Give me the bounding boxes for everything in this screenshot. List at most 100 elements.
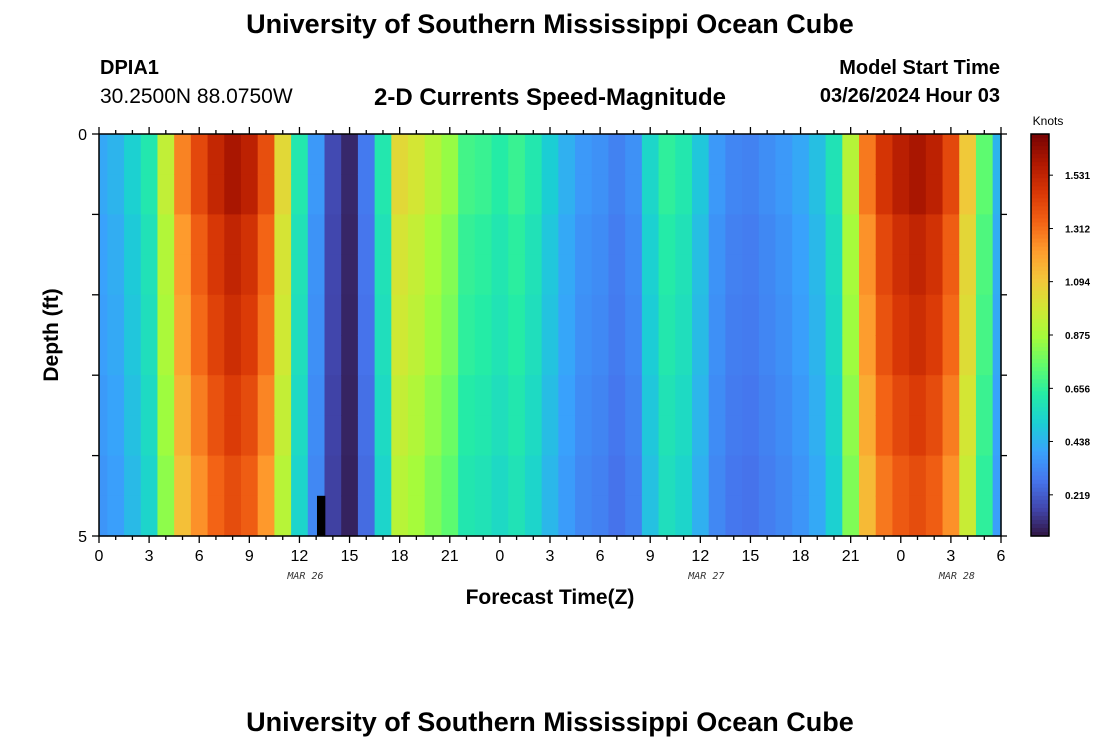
heatmap-cell xyxy=(742,495,760,537)
heatmap-cell xyxy=(140,214,159,256)
heatmap-cell xyxy=(491,495,509,537)
heatmap-cell xyxy=(174,214,192,256)
colorbar-segment xyxy=(1031,282,1049,288)
heatmap-cell xyxy=(174,495,192,537)
heatmap-cell xyxy=(925,254,944,296)
x-tick-label: 15 xyxy=(742,548,760,565)
heatmap-cell xyxy=(107,375,125,416)
heatmap-cell xyxy=(474,495,493,537)
heatmap-cell xyxy=(474,134,493,175)
heatmap-cell xyxy=(174,254,192,296)
colorbar-segment xyxy=(1031,190,1049,195)
heatmap-cell xyxy=(257,335,275,376)
heatmap-cell xyxy=(925,375,944,416)
heatmap-cell xyxy=(992,134,1002,175)
heatmap-cell xyxy=(408,455,426,497)
heatmap-cell xyxy=(441,375,459,416)
heatmap-cell xyxy=(675,415,693,457)
heatmap-cell xyxy=(99,455,108,497)
heatmap-cell xyxy=(524,254,543,296)
heatmap-cell xyxy=(374,415,392,457)
heatmap-cell xyxy=(524,134,543,175)
heatmap-cell xyxy=(474,294,493,336)
heatmap-cell xyxy=(357,174,376,215)
heatmap-cell xyxy=(474,375,493,416)
heatmap-cell xyxy=(859,375,877,416)
model-start-label: Model Start Time xyxy=(839,57,1000,79)
heatmap-cell xyxy=(341,134,359,175)
y-axis-label: Depth (ft) xyxy=(40,288,63,381)
heatmap-cell xyxy=(307,174,326,215)
colorbar-segment xyxy=(1031,339,1049,344)
heatmap-cell xyxy=(992,335,1002,376)
colorbar-segment xyxy=(1031,138,1049,143)
heatmap-cell xyxy=(608,254,626,296)
heatmap-cell xyxy=(892,495,910,537)
heatmap-cell xyxy=(725,415,743,457)
colorbar-segment xyxy=(1031,326,1049,332)
heatmap-cell xyxy=(691,134,710,175)
heatmap-cell xyxy=(792,335,810,376)
heatmap-cell xyxy=(842,455,860,497)
heatmap-cell xyxy=(224,495,242,537)
colorbar-tick-label: 0.438 xyxy=(1065,437,1090,448)
heatmap-cell xyxy=(207,415,225,457)
heatmap-cell xyxy=(591,415,610,457)
heatmap-cell xyxy=(207,214,225,256)
heatmap-cell xyxy=(124,134,142,175)
heatmap-cell xyxy=(708,455,726,497)
heatmap-cell xyxy=(474,254,493,296)
heatmap-cell xyxy=(441,335,459,376)
heatmap-cell xyxy=(859,134,877,175)
heatmap-cell xyxy=(458,174,476,215)
heatmap-cell xyxy=(424,254,443,296)
heatmap-cell xyxy=(274,214,292,256)
x-tick-label: 6 xyxy=(195,548,204,565)
x-tick-label: 12 xyxy=(291,548,309,565)
colorbar-tick-label: 0.219 xyxy=(1065,491,1090,502)
heatmap-cell xyxy=(608,375,626,416)
heatmap-cell xyxy=(474,455,493,497)
heatmap-cell xyxy=(307,214,326,256)
heatmap-cell xyxy=(975,294,994,336)
heatmap-cell xyxy=(424,294,443,336)
heatmap-cell xyxy=(708,214,726,256)
heatmap-cell xyxy=(742,375,760,416)
y-tick-label: 5 xyxy=(78,529,87,546)
heatmap-cell xyxy=(825,294,843,336)
heatmap-cell xyxy=(240,174,259,215)
heatmap-cell xyxy=(942,335,960,376)
heatmap-cell xyxy=(992,495,1002,537)
heatmap-cell xyxy=(959,254,977,296)
heatmap-cell xyxy=(324,214,342,256)
heatmap-cell xyxy=(307,415,326,457)
colorbar-segment xyxy=(1031,427,1049,433)
colorbar-segment xyxy=(1031,523,1049,529)
heatmap-cell xyxy=(792,495,810,537)
heatmap-cell xyxy=(691,254,710,296)
heatmap-cell xyxy=(374,174,392,215)
heatmap-cell xyxy=(575,294,593,336)
heatmap-cell xyxy=(708,335,726,376)
heatmap-cell xyxy=(775,335,793,376)
heatmap-cell xyxy=(541,134,559,175)
colorbar-segment xyxy=(1031,194,1049,199)
heatmap-cell xyxy=(558,134,576,175)
heatmap-cell xyxy=(658,254,676,296)
heatmap-cell xyxy=(224,254,242,296)
colorbar-segment xyxy=(1031,294,1049,300)
heatmap-cell xyxy=(541,415,559,457)
heatmap-cell xyxy=(190,174,209,215)
heatmap-cell xyxy=(107,335,125,376)
heatmap-cell xyxy=(324,294,342,336)
heatmap-cell xyxy=(909,495,927,537)
heatmap-cell xyxy=(541,214,559,256)
heatmap-cell xyxy=(224,174,242,215)
heatmap-cell xyxy=(441,455,459,497)
heatmap-cell xyxy=(842,415,860,457)
heatmap-cell xyxy=(441,254,459,296)
heatmap-cell xyxy=(357,214,376,256)
heatmap-cell xyxy=(792,294,810,336)
heatmap-cell xyxy=(641,495,660,537)
